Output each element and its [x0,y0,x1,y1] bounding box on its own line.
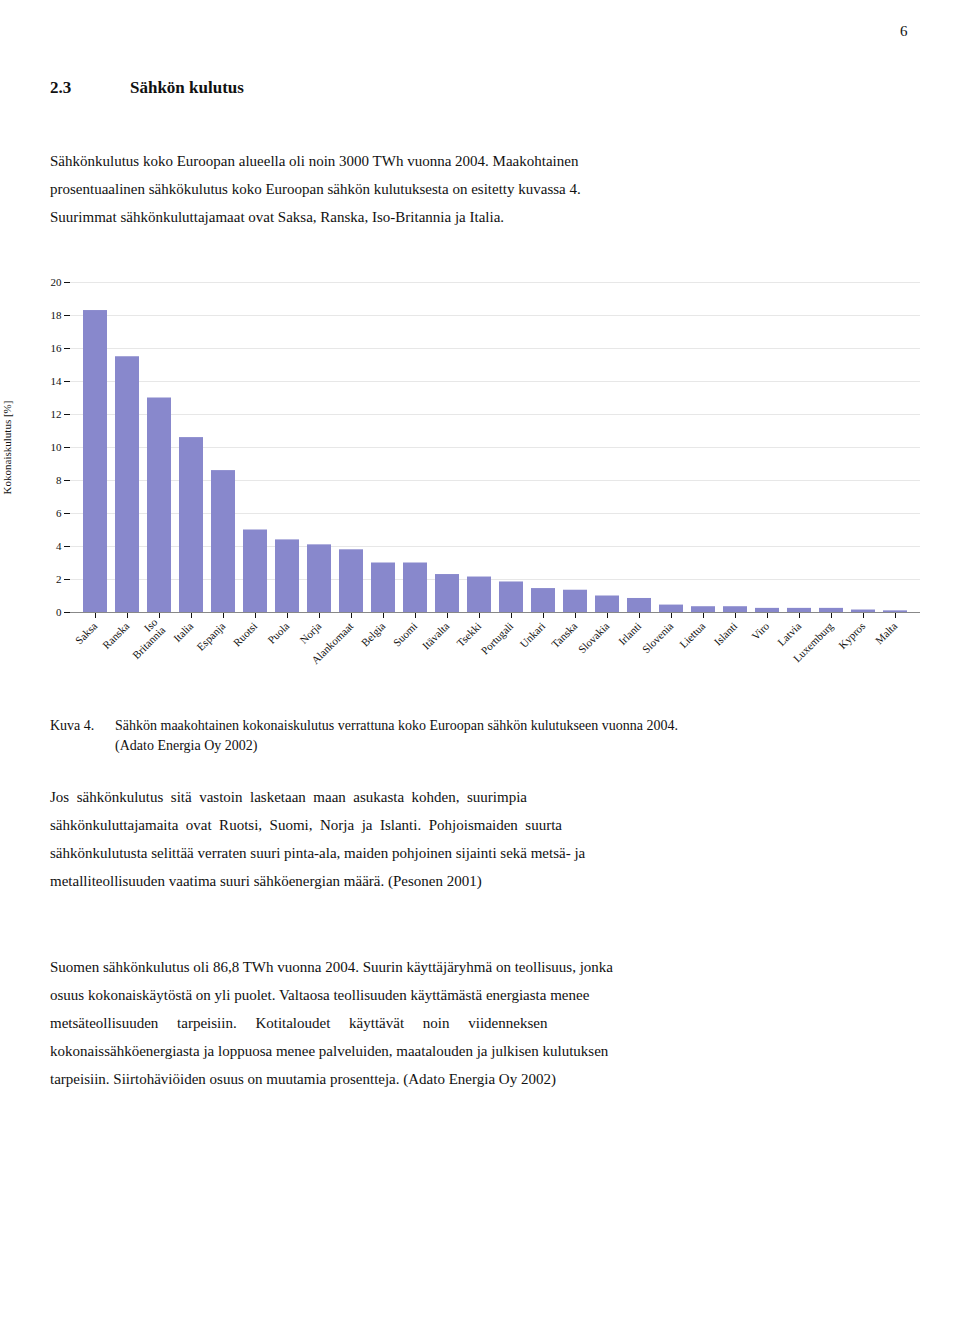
html-text:Suurimmat sähkönkuluttajamaat: Suurimmat sähkönkuluttajamaat ovat Saksa… [50,209,505,225]
html-text:metsäteollisuuden tarpeisiin.: metsäteollisuuden tarpeisiin. Kotitaloud… [50,1015,548,1031]
svg-text:Kokonaiskulutus [%]: Kokonaiskulutus [%] [1,401,13,495]
html-text:Sähkön kulutus: Sähkön kulutus [130,78,244,97]
svg-text:Latvia: Latvia [775,620,803,648]
svg-text:12: 12 [51,408,62,420]
svg-text:Itävalta: Itävalta [420,620,452,652]
html-text:Jos sähkönkulutus sitä vastoin: Jos sähkönkulutus sitä vastoin lasketaan… [50,789,527,805]
svg-text:Slovakia: Slovakia [576,620,612,656]
svg-text:8: 8 [56,474,62,486]
svg-text:14: 14 [51,375,63,387]
html-text:Suomen sähkönkulutus oli 86,8: Suomen sähkönkulutus oli 86,8 TWh vuonna… [50,959,613,975]
html-text:Sähkönkulutus koko Euroopan al: Sähkönkulutus koko Euroopan alueella oli… [50,153,579,169]
svg-text:Ranska: Ranska [100,620,131,651]
svg-text:Ruotsi: Ruotsi [231,620,260,649]
html-text:metalliteollisuuden vaatima su: metalliteollisuuden vaatima suuri sähköe… [50,873,482,889]
svg-text:Kypros: Kypros [836,620,867,651]
svg-text:18: 18 [51,309,63,321]
html-text:osuus kokonaiskäytöstä on yli: osuus kokonaiskäytöstä on yli puolet. Va… [50,987,590,1003]
svg-text:Unkari: Unkari [517,620,547,650]
svg-text:Tsekki: Tsekki [454,620,483,649]
svg-text:2: 2 [56,573,62,585]
html-text:sähkönkulutusta selittää verra: sähkönkulutusta selittää verraten suuri … [50,845,586,861]
html-text:sähkönkuluttajamaita ovat Ruot: sähkönkuluttajamaita ovat Ruotsi, Suomi,… [50,817,562,833]
html-text:(Adato Energia Oy 2002): (Adato Energia Oy 2002) [115,738,258,753]
html-text:Sähkön maakohtainen kokonaisku: Sähkön maakohtainen kokonaiskulutus verr… [115,718,678,733]
svg-text:10: 10 [51,441,63,453]
svg-text:6: 6 [56,507,62,519]
svg-text:Belgia: Belgia [359,620,388,649]
svg-text:IsoBritannia: IsoBritannia [122,616,168,662]
svg-text:4: 4 [56,540,62,552]
svg-text:Tanska: Tanska [549,620,579,650]
svg-text:Irlanti: Irlanti [616,620,643,647]
html-text:2.3: 2.3 [50,78,72,97]
svg-text:Italia: Italia [171,620,196,645]
html-text:tarpeisiin. Siirtohäviöiden os: tarpeisiin. Siirtohäviöiden osuus on muu… [50,1071,556,1087]
html-text:prosentuaalinen sähkökulutus k: prosentuaalinen sähkökulutus koko Euroop… [50,181,581,197]
svg-text:Malta: Malta [873,620,900,647]
svg-text:Luxemburg: Luxemburg [791,619,836,664]
svg-text:Puola: Puola [265,620,291,646]
svg-text:Viro: Viro [749,619,772,642]
svg-text:Liettua: Liettua [677,620,708,651]
html-text:kokonaissähköenergiasta ja lop: kokonaissähköenergiasta ja loppuosa mene… [50,1043,609,1059]
svg-text:Saksa: Saksa [73,620,100,647]
svg-text:Suomi: Suomi [391,620,420,649]
svg-text:Norja: Norja [297,620,323,646]
svg-text:Alankomaat: Alankomaat [309,620,356,667]
svg-text:16: 16 [51,342,63,354]
html-text:6: 6 [900,23,908,39]
svg-text:Portugali: Portugali [478,620,515,657]
svg-text:0: 0 [56,606,62,618]
svg-text:Espanja: Espanja [194,620,227,653]
svg-text:Islanti: Islanti [711,620,739,648]
svg-text:Slovenia: Slovenia [640,620,676,656]
html-text:Kuva 4.: Kuva 4. [50,718,95,733]
svg-text:20: 20 [51,276,63,288]
